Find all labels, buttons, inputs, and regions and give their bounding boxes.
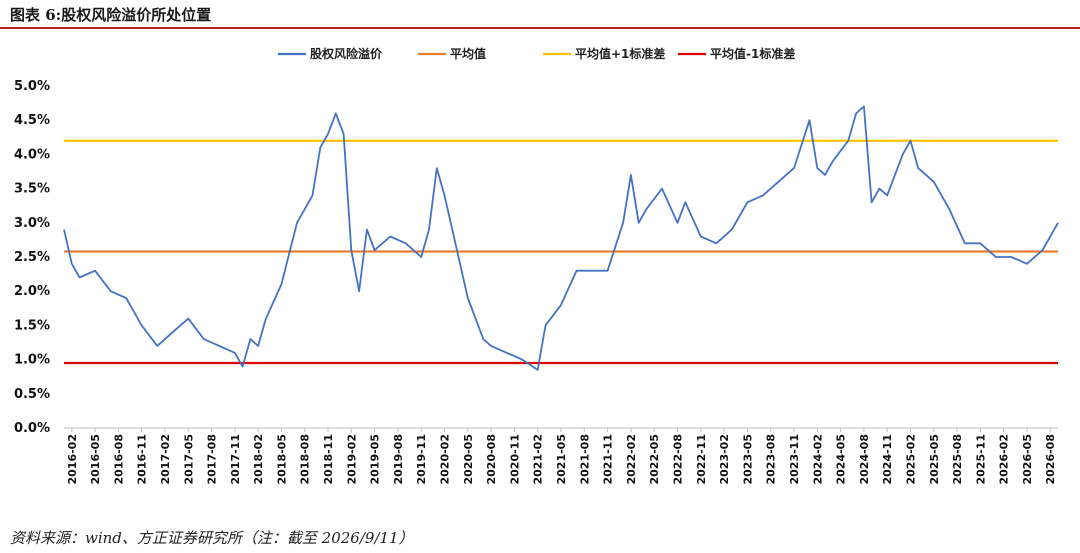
x-tick-label: 2024-08 — [858, 434, 871, 485]
legend-item: 平均值 — [418, 46, 486, 61]
x-tick-label: 2018-08 — [299, 434, 312, 485]
reference-lines — [64, 139, 1058, 365]
legend-item: 股权风险溢价 — [278, 46, 383, 61]
x-tick-label: 2023-11 — [788, 434, 801, 485]
x-tick-label: 2021-02 — [532, 434, 545, 485]
x-tick-label: 2017-05 — [182, 434, 195, 485]
x-tick-label: 2020-11 — [508, 434, 521, 485]
y-tick-label: 5.0% — [14, 79, 50, 94]
x-tick-label: 2017-08 — [206, 434, 219, 485]
y-tick-label: 4.5% — [14, 113, 50, 128]
x-tick-label: 2017-11 — [229, 434, 242, 485]
x-tick-label: 2023-02 — [718, 434, 731, 485]
legend-label: 平均值-1标准差 — [710, 46, 795, 61]
x-tick-label: 2020-02 — [439, 434, 452, 485]
y-axis: 0.0% 0.5% 1.0% 1.5% 2.0% 2.5% 3.0% 3.5% 4.0% 4.5%… — [14, 79, 50, 436]
x-tick-label: 2026-05 — [1021, 434, 1034, 485]
x-axis: 2016-02 2016-05 2016-08 2016-11 2017-02 2017-… — [64, 427, 1058, 485]
x-tick-label: 2019-08 — [392, 434, 405, 485]
x-tick-label: 2016-02 — [66, 434, 79, 485]
y-tick-label: 4.0% — [14, 147, 50, 162]
source-note: 资料来源：wind、方正证券研究所（注：截至 2026/9/11） — [10, 529, 414, 547]
y-tick-label: 3.0% — [14, 216, 50, 231]
series-lines — [63, 105, 1059, 371]
y-tick-label: 1.0% — [14, 353, 50, 368]
legend-label: 股权风险溢价 — [310, 46, 383, 61]
y-tick-label: 1.5% — [14, 318, 50, 333]
x-tick-label: 2023-08 — [765, 434, 778, 485]
x-tick-label: 2018-11 — [322, 434, 335, 485]
x-tick-label: 2020-08 — [485, 434, 498, 485]
title-rule — [0, 27, 1080, 29]
x-tick-label: 2018-05 — [275, 434, 288, 485]
x-tick-label: 2026-02 — [998, 434, 1011, 485]
legend-item: 平均值+1标准差 — [543, 46, 665, 61]
x-tick-label: 2019-02 — [345, 434, 358, 485]
figure-title: 图表 6:股权风险溢价所处位置 — [10, 6, 212, 24]
legend-label: 平均值 — [450, 46, 486, 61]
x-tick-label: 2022-05 — [648, 434, 661, 485]
x-tick-label: 2025-11 — [974, 434, 987, 485]
x-tick-label: 2019-11 — [415, 434, 428, 485]
x-tick-label: 2026-08 — [1044, 434, 1057, 485]
x-tick-label: 2022-11 — [695, 434, 708, 485]
x-tick-label: 2024-02 — [811, 434, 824, 485]
x-tick-label: 2020-05 — [462, 434, 475, 485]
x-tick-label: 2019-05 — [369, 434, 382, 485]
x-tick-label: 2022-02 — [625, 434, 638, 485]
x-tick-label: 2022-08 — [671, 434, 684, 485]
x-tick-label: 2016-05 — [89, 434, 102, 485]
legend-item: 平均值-1标准差 — [678, 46, 795, 61]
x-tick-label: 2016-11 — [136, 434, 149, 485]
y-tick-label: 0.5% — [14, 387, 50, 402]
chart: 股权风险溢价 平均值 平均值+1标准差 平均值-1标准差 0.0% 0.5% 1.0% 1.… — [14, 46, 1059, 485]
x-tick-label: 2017-02 — [159, 434, 172, 485]
y-tick-label: 0.0% — [14, 421, 50, 436]
y-tick-label: 3.5% — [14, 182, 50, 197]
x-tick-label: 2025-05 — [928, 434, 941, 485]
x-tick-label: 2025-02 — [904, 434, 917, 485]
x-tick-label: 2024-11 — [881, 434, 894, 485]
x-tick-label: 2021-08 — [578, 434, 591, 485]
x-tick-label: 2016-08 — [112, 434, 125, 485]
legend: 股权风险溢价 平均值 平均值+1标准差 平均值-1标准差 — [278, 46, 795, 61]
series-line — [63, 105, 1059, 371]
y-tick-label: 2.5% — [14, 250, 50, 265]
legend-label: 平均值+1标准差 — [575, 46, 665, 61]
x-tick-label: 2023-05 — [741, 434, 754, 485]
x-tick-label: 2025-08 — [951, 434, 964, 485]
x-tick-label: 2024-05 — [835, 434, 848, 485]
x-tick-label: 2021-05 — [555, 434, 568, 485]
y-tick-label: 2.0% — [14, 284, 50, 299]
x-tick-label: 2021-11 — [602, 434, 615, 485]
x-tick-label: 2018-02 — [252, 434, 265, 485]
